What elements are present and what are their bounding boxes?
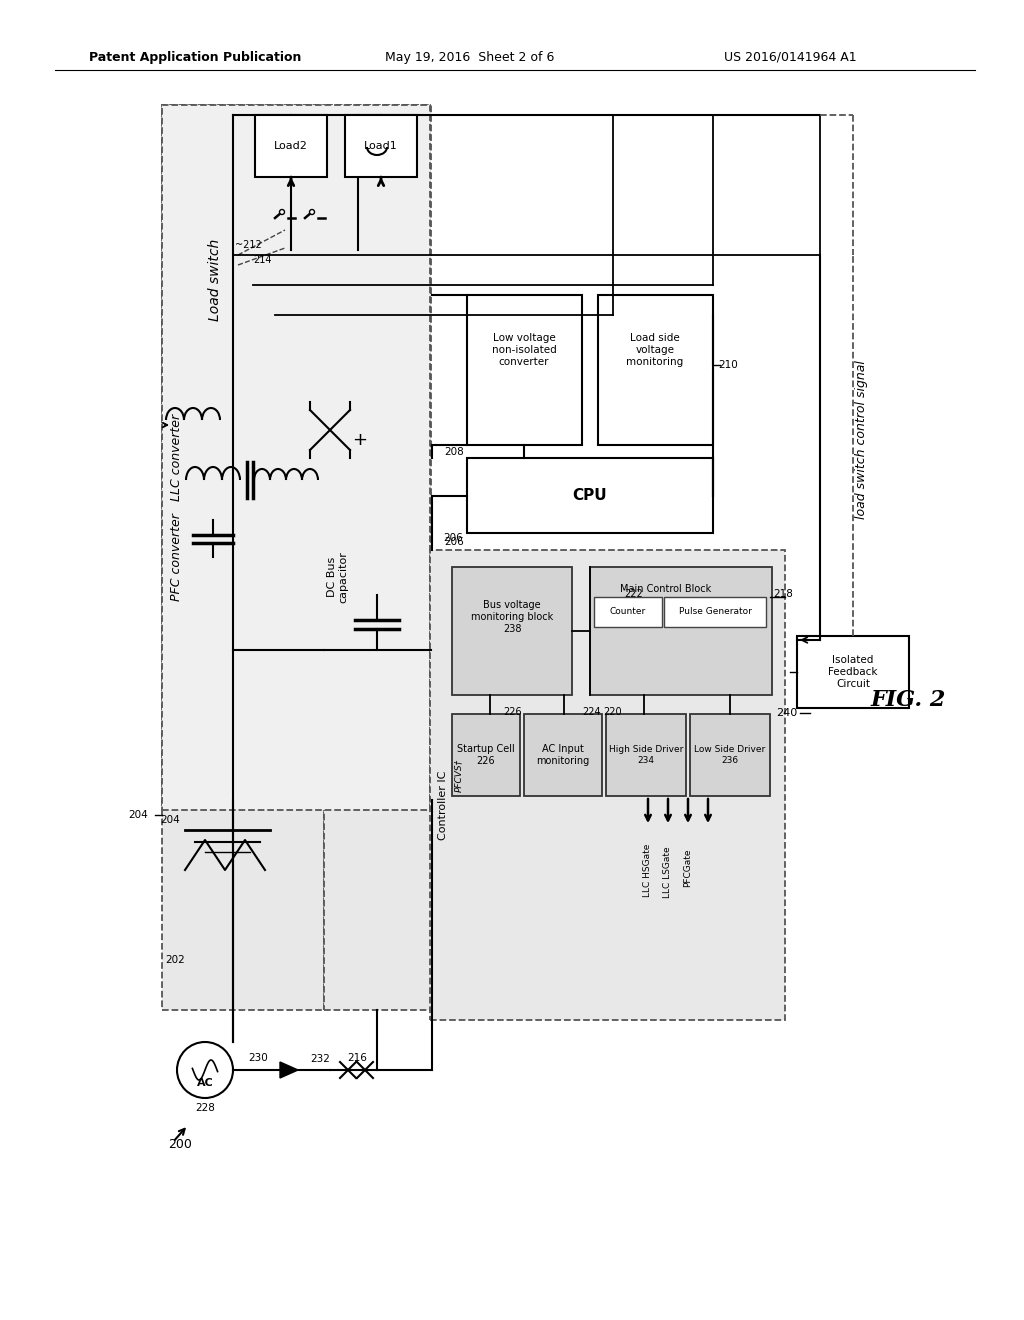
Text: load switch control signal: load switch control signal — [855, 360, 868, 520]
Bar — [467, 294, 582, 445]
Text: DC Bus
capacitor: DC Bus capacitor — [328, 550, 349, 603]
Text: LLC converter: LLC converter — [170, 413, 182, 500]
Text: +: + — [352, 432, 368, 449]
Text: 228: 228 — [195, 1104, 215, 1113]
Text: 232: 232 — [310, 1053, 330, 1064]
Bar — [606, 714, 686, 796]
Text: Isolated
Feedback
Circuit: Isolated Feedback Circuit — [828, 656, 878, 689]
Text: 240: 240 — [776, 708, 797, 718]
Bar — [797, 636, 909, 708]
Text: AC: AC — [197, 1078, 213, 1088]
Text: PFCGate: PFCGate — [683, 849, 692, 887]
Text: 204: 204 — [160, 814, 180, 825]
Text: PFCVS†: PFCVS† — [454, 759, 463, 792]
Text: LLC HSGate: LLC HSGate — [643, 843, 652, 896]
Text: 220: 220 — [603, 708, 622, 717]
Bar — [452, 568, 572, 696]
Bar — [452, 714, 520, 796]
Text: Load2: Load2 — [274, 141, 308, 150]
Polygon shape — [280, 1063, 298, 1078]
Bar — [594, 597, 662, 627]
Bar — [162, 106, 430, 810]
Bar — [324, 106, 431, 1010]
Text: Low Side Driver
236: Low Side Driver 236 — [694, 746, 766, 764]
Text: ~212: ~212 — [234, 240, 261, 249]
Text: 210: 210 — [718, 360, 737, 370]
Text: Bus voltage
monitoring block
238: Bus voltage monitoring block 238 — [471, 601, 553, 634]
Text: FIG. 2: FIG. 2 — [870, 689, 946, 711]
Bar — [524, 714, 602, 796]
Text: Load1: Load1 — [365, 141, 398, 150]
Text: 216: 216 — [347, 1053, 367, 1063]
Bar — [664, 597, 766, 627]
Text: Load switch: Load switch — [208, 239, 222, 321]
Text: High Side Driver
234: High Side Driver 234 — [609, 746, 683, 764]
Text: 200: 200 — [168, 1138, 191, 1151]
Text: 202: 202 — [165, 954, 184, 965]
Text: Startup Cell
226: Startup Cell 226 — [457, 744, 515, 766]
Text: LLC LSGate: LLC LSGate — [664, 846, 673, 898]
Text: 204: 204 — [128, 810, 148, 820]
Bar — [345, 115, 417, 177]
Text: 218: 218 — [773, 589, 793, 599]
Bar — [255, 115, 327, 177]
Text: Pulse Generator: Pulse Generator — [679, 607, 752, 616]
Circle shape — [309, 210, 314, 214]
Bar — [430, 550, 785, 1020]
Text: Main Control Block: Main Control Block — [621, 583, 712, 594]
Bar — [590, 568, 772, 696]
Text: 222: 222 — [625, 589, 643, 599]
Text: PFC converter: PFC converter — [170, 513, 182, 601]
Text: 226: 226 — [504, 708, 522, 717]
Text: Controller IC: Controller IC — [438, 771, 449, 840]
Bar — [598, 294, 713, 445]
Text: 230: 230 — [248, 1053, 268, 1063]
Text: Patent Application Publication: Patent Application Publication — [89, 50, 301, 63]
Bar — [467, 458, 713, 533]
Text: US 2016/0141964 A1: US 2016/0141964 A1 — [724, 50, 856, 63]
Text: 208: 208 — [444, 447, 464, 457]
Bar — [690, 714, 770, 796]
Text: 214: 214 — [253, 255, 271, 265]
Circle shape — [280, 210, 285, 214]
Text: AC Input
monitoring: AC Input monitoring — [537, 744, 590, 766]
Text: Counter: Counter — [610, 607, 646, 616]
Text: May 19, 2016  Sheet 2 of 6: May 19, 2016 Sheet 2 of 6 — [385, 50, 555, 63]
Text: CPU: CPU — [572, 487, 607, 503]
Bar — [162, 106, 324, 1010]
Text: 224: 224 — [583, 708, 601, 717]
Text: 206: 206 — [444, 537, 464, 546]
Text: Load side
voltage
monitoring: Load side voltage monitoring — [627, 334, 684, 367]
Text: 206: 206 — [443, 533, 463, 543]
Text: Low voltage
non-isolated
converter: Low voltage non-isolated converter — [492, 334, 556, 367]
